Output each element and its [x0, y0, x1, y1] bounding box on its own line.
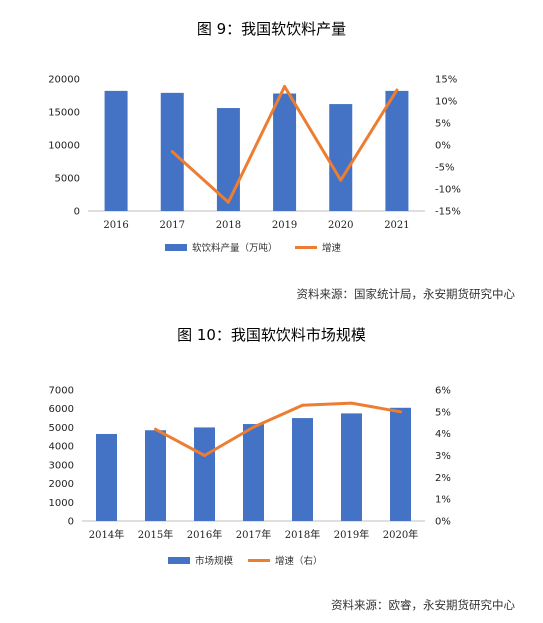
chart2-ytick-right: 0%: [435, 517, 451, 528]
chart1-ytick-left: 20000: [48, 75, 80, 86]
chart2-xtick: 2018年: [285, 528, 320, 541]
chart2-growth-point: [252, 425, 255, 429]
chart1-ytick-right: -10%: [435, 185, 461, 196]
chart2-title: 图 10：我国软饮料市场规模: [177, 326, 366, 344]
chart2-bar: [194, 427, 215, 521]
chart1-plot: 20000 15000 10000 5000 0 15% 10% 5% 0% -5% -10% -15…: [48, 75, 461, 255]
chart1-xtick: 2021: [384, 220, 409, 231]
chart1-title: 图 9：我国软饮料产量: [196, 20, 347, 38]
chart1-ytick-left: 0: [74, 207, 80, 218]
chart1-xtick: 2019: [272, 220, 297, 231]
chart1-xtick: 2020: [328, 220, 353, 231]
chart1-growth-point: [170, 150, 174, 154]
chart2-xtick: 2016年: [187, 528, 222, 541]
chart1-source: 资料来源：国家统计局，永安期货研究中心: [296, 287, 516, 301]
chart1-ytick-right: -15%: [435, 207, 461, 218]
chart2-ytick-left: 7000: [49, 386, 74, 397]
chart2-ytick-right: 4%: [435, 429, 451, 440]
chart1-ytick-right: 5%: [435, 119, 451, 130]
chart1-growth-point: [283, 84, 287, 88]
chart1-bar: [216, 108, 240, 211]
chart2-legend-line-label: 增速（右）: [275, 555, 323, 567]
chart1-legend-bar-label: 软饮料产量（万吨）: [192, 242, 278, 254]
chart2-bar: [341, 413, 362, 521]
chart2-xtick: 2014年: [89, 528, 124, 541]
chart2-xtick: 2015年: [138, 528, 173, 541]
chart2-ytick-left: 3000: [49, 460, 74, 471]
chart1-ytick-left: 15000: [48, 108, 80, 119]
chart2-ytick-left: 2000: [49, 479, 74, 490]
chart1-bar: [104, 90, 128, 211]
chart1-growth-point: [395, 88, 399, 92]
chart1-ytick-right: 15%: [435, 75, 457, 86]
chart1-legend-line-label: 增速: [322, 242, 342, 254]
chart2-bar: [96, 433, 117, 521]
chart2-ytick-left: 0: [68, 517, 74, 528]
chart2-legend-bar-label: 市场规模: [195, 555, 234, 567]
chart1-growth-point: [339, 178, 343, 182]
chart1-bar: [273, 93, 297, 211]
chart2-xtick: 2020年: [383, 528, 418, 541]
chart2-ytick-right: 6%: [435, 386, 451, 397]
chart1-ytick-left: 5000: [55, 174, 80, 185]
chart1-legend-bar-swatch: [165, 244, 187, 251]
chart2-growth-point: [301, 403, 304, 407]
chart2-bar: [390, 407, 411, 521]
chart1-ytick-right: 0%: [435, 141, 451, 152]
chart1-growth-point: [226, 200, 230, 204]
chart2-ytick-right: 3%: [435, 451, 451, 462]
chart2-ytick-left: 6000: [49, 404, 74, 415]
chart1-xtick: 2016: [103, 220, 128, 231]
chart2-ytick-left: 1000: [49, 498, 74, 509]
chart2-xtick: 2019年: [334, 528, 369, 541]
chart2-ytick-right: 1%: [435, 495, 451, 506]
chart2-plot: 7000 6000 5000 4000 3000 2000 1000 0 6% 5% 4% 3% 2% 1…: [49, 386, 451, 568]
chart2-growth-line: [154, 401, 401, 457]
chart1-xtick: 2017: [160, 220, 185, 231]
chart2-growth-point: [154, 427, 157, 431]
chart2-bar: [292, 418, 313, 521]
chart1-ytick-left: 10000: [48, 141, 80, 152]
chart2-source: 资料来源：欧睿，永安期货研究中心: [331, 598, 515, 612]
chart2-growth-point: [350, 401, 353, 405]
chart2-growth-point: [399, 410, 402, 414]
chart2-ytick-right: 2%: [435, 473, 451, 484]
chart2-legend-bar-swatch: [168, 557, 190, 564]
chart1-xtick: 2018: [216, 220, 241, 231]
chart2-bar: [145, 430, 166, 521]
chart2-growth-point: [203, 454, 206, 457]
chart2-ytick-right: 5%: [435, 407, 451, 418]
chart2-xtick: 2017年: [236, 528, 271, 541]
chart2-bar: [243, 424, 264, 521]
chart1-bar: [385, 90, 409, 211]
chart2-ytick-left: 5000: [49, 423, 74, 434]
chart1-bar: [329, 104, 353, 211]
chart1-ytick-right: -5%: [435, 163, 454, 174]
chart1-ytick-right: 10%: [435, 97, 457, 108]
chart2-ytick-left: 4000: [49, 442, 74, 453]
